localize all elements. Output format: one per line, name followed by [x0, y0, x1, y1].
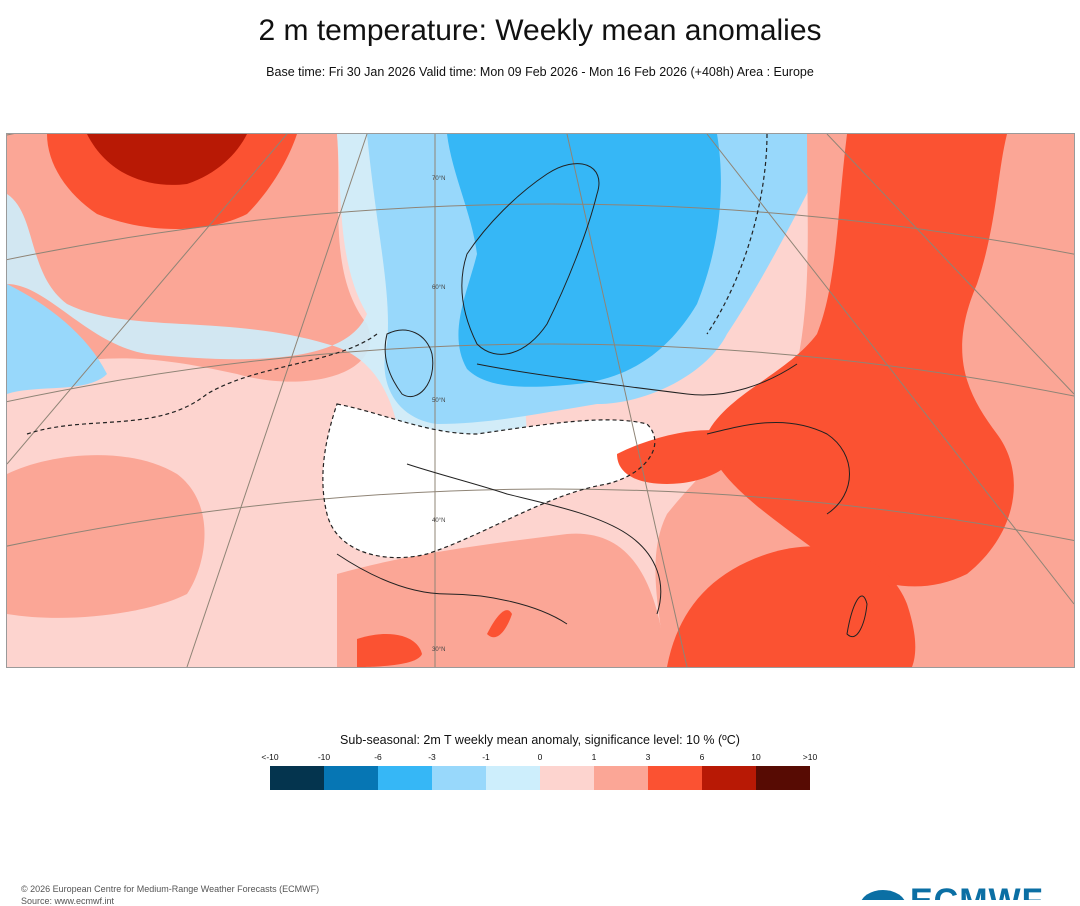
significance-contour [26, 134, 768, 559]
lat-label-60: 60°N [432, 285, 445, 291]
lat-label-40: 40°N [432, 518, 445, 524]
anomaly-scandinavia-minus3 [447, 134, 721, 387]
chart-subtitle: Base time: Fri 30 Jan 2026 Valid time: M… [266, 65, 814, 79]
anomaly-greenland-6-10 [87, 134, 247, 185]
legend-swatch [756, 766, 810, 790]
legend-swatch [702, 766, 756, 790]
legend-label: 6 [699, 752, 705, 762]
legend-label: -1 [482, 752, 490, 762]
legend-colorbar [270, 766, 810, 790]
legend-label: 3 [645, 752, 651, 762]
legend-labels: <-10 -10 -6 -3 -1 0 1 3 6 10 >10 [261, 752, 817, 764]
ecmwf-logo: ECMWF [858, 886, 1068, 900]
anomaly-east-3-6 [707, 134, 1014, 587]
lat-label-30: 30°N [432, 647, 445, 653]
lat-label-50: 50°N [432, 398, 445, 404]
logo-text: ECMWF [910, 886, 1043, 900]
legend-label: >10 [802, 752, 818, 762]
graticule [7, 134, 1074, 667]
anomaly-balkans-3-6 [617, 430, 739, 484]
legend-label: -10 [317, 752, 331, 762]
legend-swatch [648, 766, 702, 790]
source-text: Source: www.ecmwf.int [21, 896, 115, 906]
legend-title: Sub-seasonal: 2m T weekly mean anomaly, … [340, 733, 740, 747]
anomaly-africa-1-3 [337, 533, 667, 667]
legend-label: 1 [591, 752, 597, 762]
legend-swatch [486, 766, 540, 790]
legend-swatch [270, 766, 324, 790]
anomaly-central-white [322, 404, 655, 558]
legend-swatch [540, 766, 594, 790]
legend-label: -3 [428, 752, 436, 762]
anomaly-atlantic-west-1-3 [7, 455, 205, 618]
legend-label: 10 [751, 752, 761, 762]
anomaly-map: 70°N 60°N 50°N 40°N 30°N [6, 133, 1075, 668]
ecmwf-logo-icon [861, 890, 905, 900]
legend-label: -6 [374, 752, 382, 762]
lat-label-70: 70°N [432, 176, 445, 182]
chart-title: 2 m temperature: Weekly mean anomalies [258, 14, 822, 47]
anomaly-north-africa-3-6 [357, 634, 422, 667]
legend-label: <-10 [261, 752, 279, 762]
coastlines [336, 163, 868, 637]
legend-swatch [432, 766, 486, 790]
legend-swatch [594, 766, 648, 790]
copyright-text: © 2026 European Centre for Medium-Range … [21, 884, 320, 894]
legend-swatch [324, 766, 378, 790]
anomaly-canary-3-6 [487, 610, 512, 638]
legend-label: 0 [537, 752, 543, 762]
anomaly-west-blue [7, 284, 107, 394]
legend-swatch [378, 766, 432, 790]
